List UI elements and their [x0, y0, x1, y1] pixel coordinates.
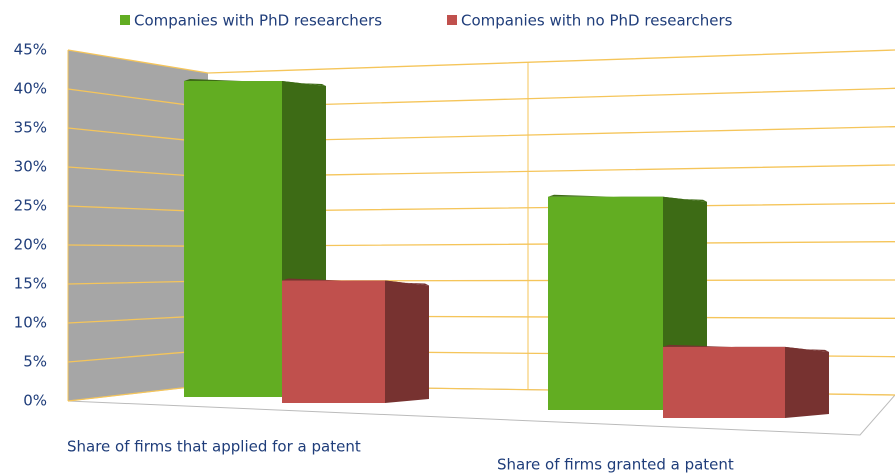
y-tick-label: 25%: [14, 197, 47, 215]
y-tick-label: 20%: [14, 236, 47, 254]
x-tick-label: Share of firms that applied for a patent: [67, 438, 361, 456]
y-tick-label: 10%: [14, 314, 47, 332]
y-tick-label: 40%: [14, 80, 47, 98]
x-tick-label: Share of firms granted a patent: [497, 456, 734, 474]
y-tick-label: 15%: [14, 275, 47, 293]
bar: [663, 346, 785, 418]
bar: [184, 81, 282, 397]
bar: [548, 196, 663, 410]
bar-top: [184, 79, 326, 86]
grid-line: [67, 49, 895, 74]
bar-side: [785, 346, 829, 418]
bar-side: [385, 280, 429, 403]
y-tick-label: 45%: [14, 41, 47, 59]
y-tick-label: 0%: [23, 392, 47, 410]
legend-swatch: [120, 15, 130, 25]
y-tick-label: 35%: [14, 119, 47, 137]
legend-swatch: [447, 15, 457, 25]
y-tick-label: 30%: [14, 158, 47, 176]
y-tick-label: 5%: [23, 353, 47, 371]
legend-label: Companies with PhD researchers: [134, 12, 382, 30]
bar-top: [282, 278, 429, 286]
legend-label: Companies with no PhD researchers: [461, 12, 733, 30]
bar-top: [663, 344, 829, 352]
bar-top: [548, 194, 707, 202]
bar: [282, 280, 385, 403]
side-wall: [68, 50, 208, 401]
